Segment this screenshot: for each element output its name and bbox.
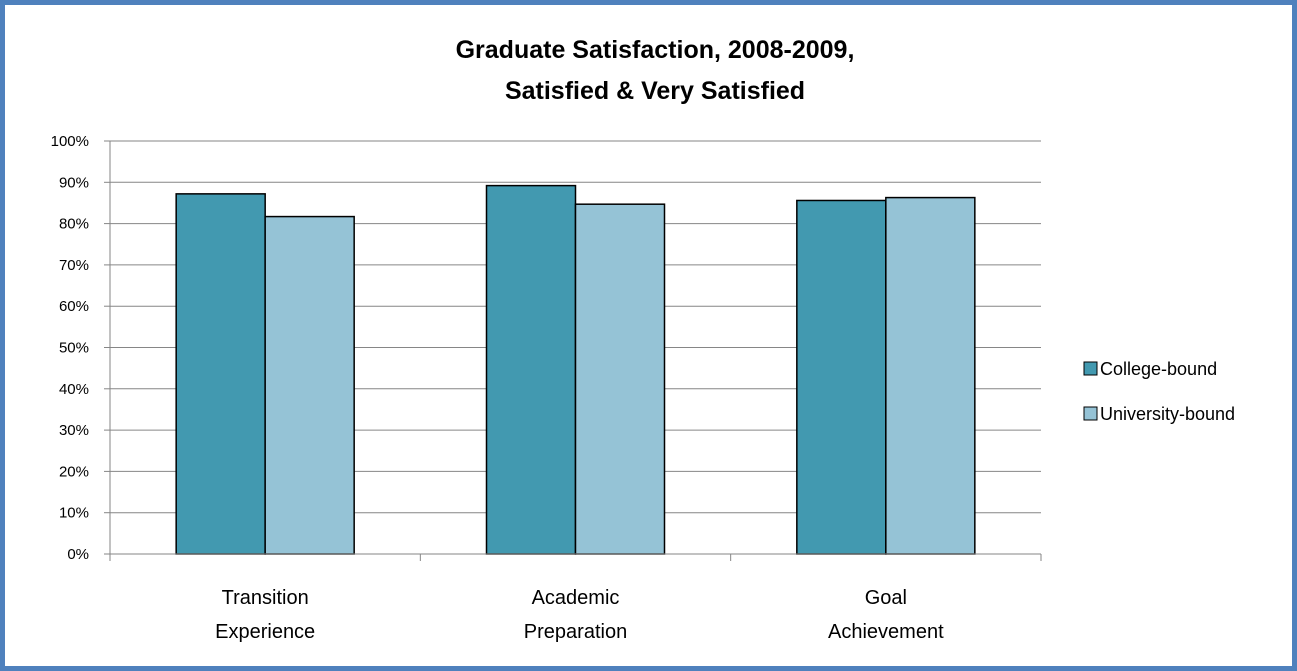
y-tick-label: 100% [51,133,89,150]
x-category-label: Achievement [828,621,944,643]
bar-college-bound-1 [485,184,577,555]
y-tick-label: 50% [59,340,89,357]
legend-label: College-bound [1100,359,1217,379]
axes [109,141,1042,561]
x-category-label: Academic [532,587,620,609]
x-category-label: Transition [222,587,309,609]
y-tick-label: 30% [59,422,89,439]
y-tick-label: 90% [59,174,89,191]
y-tick-label: 80% [59,216,89,233]
bar-university-bound-1 [574,203,666,555]
bar-university-bound-2 [885,196,976,555]
y-tick-label: 60% [59,298,89,315]
x-category-label: Preparation [524,621,627,643]
bars [175,184,976,555]
legend-label: University-bound [1100,404,1235,424]
bar-college-bound-0 [175,193,266,555]
x-axis-category-labels: Transition Experience Academic Preparation G… [215,587,944,643]
legend: College-bound University-bound [1083,359,1235,424]
chart-title-line-1: Graduate Satisfaction, 2008-2009, [456,36,855,64]
legend-swatch [1083,361,1098,376]
y-tick-label: 70% [59,257,89,274]
y-tick-label: 40% [59,381,89,398]
y-tick-label: 10% [59,505,89,522]
bar-college-bound-2 [796,199,887,555]
legend-swatch [1083,406,1098,421]
x-category-label: Experience [215,621,315,643]
chart-title-line-2: Satisfied & Very Satisfied [505,77,805,105]
y-tick-label: 0% [67,546,89,563]
chart-title: Graduate Satisfaction, 2008-2009, Satisf… [456,36,855,105]
y-axis-tick-labels: 0% 10% 20% 30% 40% 50% 60% 70% 80% 90% 100% [51,133,89,563]
bar-university-bound-0 [264,215,355,555]
x-category-label: Goal [865,587,907,609]
y-tick-label: 20% [59,463,89,480]
